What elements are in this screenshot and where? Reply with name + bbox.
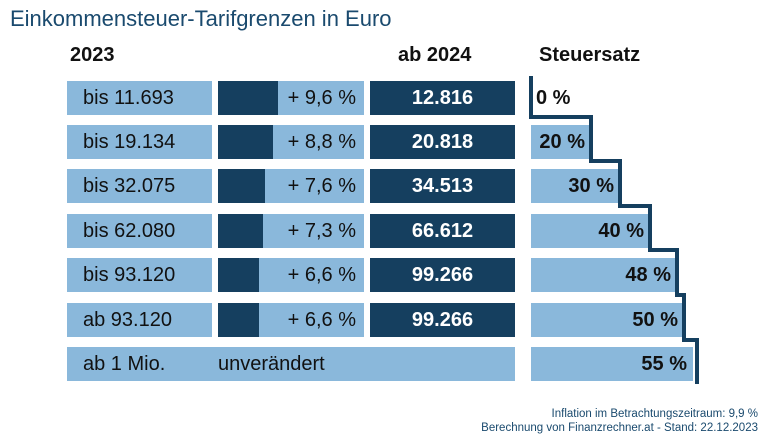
footer-source: Berechnung von Finanzrechner.at - Stand:… bbox=[481, 422, 758, 434]
limit-2023: bis 93.120 bbox=[67, 258, 212, 292]
tax-rate: 48 % bbox=[531, 258, 677, 292]
increase-label: + 6,6 % bbox=[287, 309, 356, 331]
limit-2024: 99.266 bbox=[370, 303, 515, 337]
table-row: bis 11.693 + 9,6 % 12.816 0 % bbox=[0, 81, 768, 115]
footer-inflation: Inflation im Betrachtungszeitraum: 9,9 % bbox=[551, 408, 758, 420]
increase-cell: + 9,6 % bbox=[218, 81, 364, 115]
increase-cell: + 8,8 % bbox=[218, 125, 364, 159]
increase-cell: + 6,6 % bbox=[218, 258, 364, 292]
tax-rate: 30 % bbox=[531, 169, 620, 203]
increase-bar bbox=[218, 81, 278, 115]
limit-2023: bis 19.134 bbox=[67, 125, 212, 159]
tax-rate: 0 % bbox=[536, 87, 571, 109]
chart-title: Einkommensteuer-Tarifgrenzen in Euro bbox=[10, 6, 392, 31]
increase-cell: + 6,6 % bbox=[218, 303, 364, 337]
table-row-last: ab 1 Mio. unverändert 55 % bbox=[0, 347, 768, 381]
limit-2024: 12.816 bbox=[370, 81, 515, 115]
limit-2024: 66.612 bbox=[370, 214, 515, 248]
limit-2023: bis 62.080 bbox=[67, 214, 212, 248]
increase-label: + 8,8 % bbox=[287, 131, 356, 153]
table-row: bis 62.080 + 7,3 % 66.612 40 % bbox=[0, 214, 768, 248]
limit-2024: 20.818 bbox=[370, 125, 515, 159]
tax-rate: 50 % bbox=[531, 303, 684, 337]
table-row: bis 93.120 + 6,6 % 99.266 48 % bbox=[0, 258, 768, 292]
increase-cell: + 7,3 % bbox=[218, 214, 364, 248]
last-row-rate: 55 % bbox=[531, 347, 693, 381]
limit-2023: bis 11.693 bbox=[67, 81, 212, 115]
increase-bar bbox=[218, 258, 259, 292]
table-row: bis 32.075 + 7,6 % 34.513 30 % bbox=[0, 169, 768, 203]
increase-bar bbox=[218, 169, 265, 203]
tax-rate: 20 % bbox=[531, 125, 591, 159]
limit-2024: 34.513 bbox=[370, 169, 515, 203]
last-row-note: unverändert bbox=[218, 353, 325, 375]
increase-label: + 9,6 % bbox=[287, 87, 356, 109]
limit-2023: bis 32.075 bbox=[67, 169, 212, 203]
increase-bar bbox=[218, 214, 263, 248]
limit-2023: ab 93.120 bbox=[67, 303, 212, 337]
limit-2024: 99.266 bbox=[370, 258, 515, 292]
table-row: ab 93.120 + 6,6 % 99.266 50 % bbox=[0, 303, 768, 337]
increase-label: + 7,3 % bbox=[287, 220, 356, 242]
last-row-limit: ab 1 Mio. bbox=[83, 353, 166, 375]
increase-bar bbox=[218, 125, 273, 159]
header-steuersatz: Steuersatz bbox=[539, 44, 641, 66]
increase-bar bbox=[218, 303, 259, 337]
last-row-band: ab 1 Mio. unverändert bbox=[67, 347, 515, 381]
header-2023: 2023 bbox=[70, 44, 115, 66]
increase-label: + 6,6 % bbox=[287, 264, 356, 286]
table-row: bis 19.134 + 8,8 % 20.818 20 % bbox=[0, 125, 768, 159]
tax-rate: 40 % bbox=[531, 214, 650, 248]
increase-cell: + 7,6 % bbox=[218, 169, 364, 203]
header-2024: ab 2024 bbox=[398, 44, 472, 66]
increase-label: + 7,6 % bbox=[287, 175, 356, 197]
